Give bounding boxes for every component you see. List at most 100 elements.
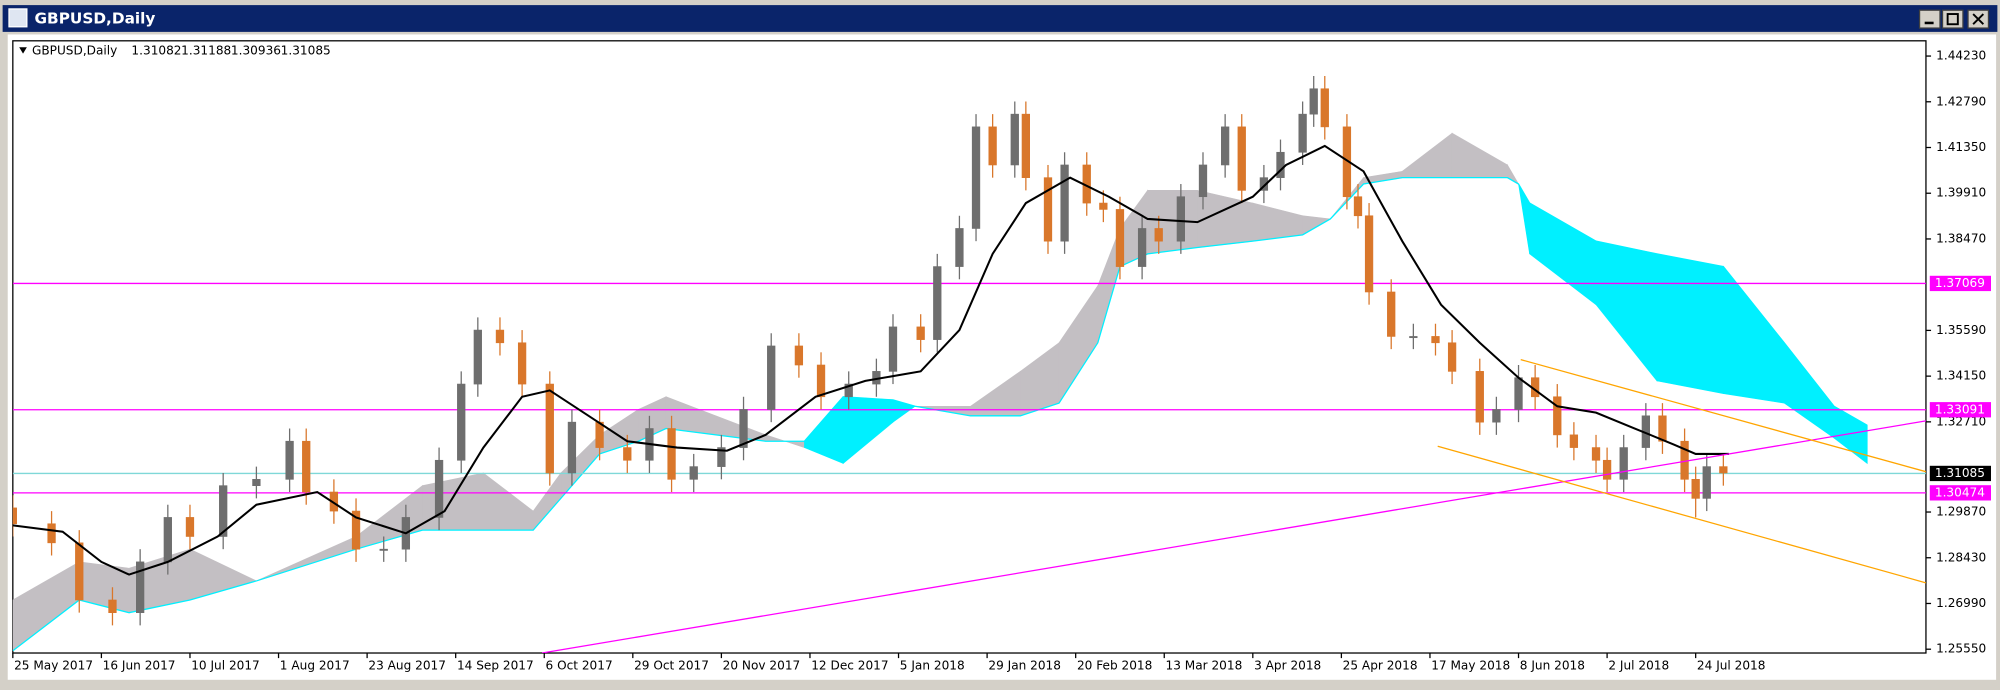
moving-average — [12, 144, 1729, 576]
candle-body — [717, 447, 726, 467]
candle-body — [1702, 466, 1711, 499]
candle-body — [75, 542, 84, 601]
x-tick-label: 23 Aug 2017 — [368, 658, 446, 672]
candle-body — [794, 345, 804, 366]
candle-body — [955, 228, 964, 267]
candle-body — [1387, 291, 1396, 337]
candle-body — [767, 345, 776, 410]
x-tick-label: 25 May 2017 — [14, 658, 93, 672]
candle-body — [1154, 228, 1163, 242]
plot-frame — [12, 40, 1927, 654]
candle-body — [623, 447, 632, 461]
candle-body — [252, 479, 261, 486]
maximize-icon — [1946, 13, 1959, 26]
trendline — [541, 420, 1926, 654]
candle-body — [888, 326, 898, 372]
candle-body — [1691, 479, 1700, 499]
ohlc-high: 1.31188 — [181, 44, 231, 58]
candle-body — [545, 383, 554, 474]
x-tick-label: 2 Jul 2018 — [1608, 658, 1669, 672]
candle-body — [933, 266, 942, 340]
ohlc-open: 1.31082 — [131, 44, 181, 58]
level-label-box — [1929, 402, 1991, 418]
x-tick-label: 10 Jul 2017 — [191, 658, 260, 672]
x-tick-label: 17 May 2018 — [1431, 658, 1510, 672]
candle-body — [1591, 447, 1601, 461]
y-tick-label: 1.38470 — [1936, 231, 1986, 245]
candle-body — [971, 126, 981, 229]
level-label-box — [1929, 465, 1991, 482]
candle-body — [667, 428, 676, 480]
y-tick-label: 1.41350 — [1936, 140, 1986, 154]
cloud-segment — [1656, 253, 1724, 394]
trendline — [1437, 445, 1926, 584]
candle-body — [1658, 415, 1667, 442]
candle-body — [1010, 113, 1019, 166]
candle-body — [517, 342, 527, 385]
candle-body — [988, 126, 997, 166]
candle-body — [1492, 409, 1501, 423]
x-tick-label: 12 Dec 2017 — [811, 658, 888, 672]
level-label: 1.31085 — [1935, 466, 1985, 480]
y-tick-label: 1.34150 — [1936, 369, 1986, 383]
candle-body — [1309, 88, 1318, 115]
candle-body — [1353, 196, 1363, 217]
candle-body — [1021, 113, 1030, 178]
window-buttons — [1918, 9, 1990, 29]
candle-body — [351, 510, 361, 550]
candle-body — [689, 466, 698, 480]
candle-body — [1553, 396, 1562, 436]
y-tick-label: 1.35590 — [1936, 323, 1986, 337]
x-tick-label: 16 Jun 2017 — [103, 658, 176, 672]
x-tick-label: 20 Feb 2018 — [1077, 658, 1152, 672]
level-label-box — [1929, 275, 1991, 292]
x-tick-label: 29 Oct 2017 — [634, 658, 709, 672]
candle-body — [844, 383, 853, 398]
candle-body — [816, 364, 826, 398]
candle-body — [1514, 377, 1523, 410]
axes: 1.44230 1.42790 1.41350 1.39910 1.38470 1.355… — [12, 49, 1991, 672]
candle-body — [136, 561, 145, 614]
candle-body — [1220, 126, 1230, 166]
x-tick-label: 3 Apr 2018 — [1254, 658, 1321, 672]
x-tick-label: 13 Mar 2018 — [1166, 658, 1243, 672]
candle-body — [1602, 459, 1612, 480]
candle-body — [1237, 126, 1246, 191]
candle-body — [1115, 209, 1125, 267]
candle-body — [739, 409, 748, 448]
y-tick-label: 1.28430 — [1936, 550, 1986, 564]
candle-body — [1099, 202, 1108, 210]
x-tick-label: 20 Nov 2017 — [723, 658, 801, 672]
candle-body — [285, 440, 294, 480]
candle-body — [1298, 113, 1307, 153]
chart-menu-arrow[interactable] — [19, 47, 27, 54]
close-icon — [1972, 13, 1985, 25]
y-tick-label: 1.26990 — [1936, 596, 1986, 610]
candle-body — [567, 421, 577, 474]
candle-body — [1364, 215, 1374, 293]
x-tick-label: 29 Jan 2018 — [988, 658, 1061, 672]
minimize-button[interactable] — [1918, 9, 1941, 29]
window-title: GBPUSD,Daily — [35, 10, 156, 28]
candle-body — [1409, 336, 1418, 339]
y-tick-label: 1.42790 — [1936, 94, 1986, 108]
level-label: 1.33091 — [1935, 402, 1985, 416]
candle-body — [1276, 151, 1285, 178]
y-tick-label: 1.32710 — [1936, 414, 1986, 428]
candle-body — [473, 329, 482, 385]
x-tick-label: 1 Aug 2017 — [280, 658, 350, 672]
candle-body — [12, 507, 17, 525]
candle-body — [185, 517, 195, 537]
trendline — [1520, 358, 1926, 473]
candle-body — [916, 326, 925, 340]
x-tick-label: 24 Jul 2018 — [1697, 658, 1766, 672]
x-tick-label: 5 Jan 2018 — [900, 658, 965, 672]
x-tick-label: 8 Jun 2018 — [1520, 658, 1585, 672]
candle-body — [1060, 164, 1069, 242]
y-tick-label: 1.39910 — [1936, 186, 1986, 200]
level-label-box — [1929, 485, 1991, 501]
maximize-button[interactable] — [1941, 9, 1964, 29]
candle-body — [108, 599, 117, 614]
candle-body — [1137, 228, 1147, 267]
